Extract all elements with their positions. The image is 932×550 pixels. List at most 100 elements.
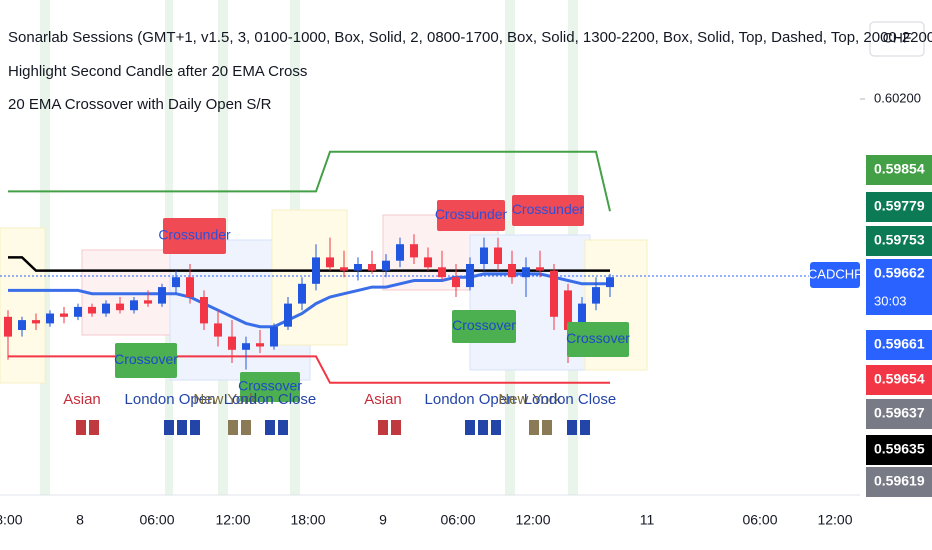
x-tick-label: 18:00 bbox=[290, 512, 325, 528]
signal-label-box bbox=[163, 218, 226, 254]
candle-body bbox=[606, 277, 614, 288]
session-label: London Open bbox=[425, 391, 516, 408]
signal-label: Crossunder bbox=[435, 206, 508, 222]
session-marker bbox=[241, 420, 251, 435]
price-badge-label: 0.59654 bbox=[874, 371, 925, 387]
candle-body bbox=[256, 343, 264, 347]
candle-body bbox=[466, 264, 474, 288]
price-badge bbox=[866, 330, 932, 360]
signal-label: Crossunder bbox=[158, 227, 231, 243]
indicator-legend: Sonarlab Sessions (GMT+1, v1.5, 3, 0100-… bbox=[8, 29, 932, 46]
session-marker bbox=[529, 420, 539, 435]
session-marker bbox=[465, 420, 475, 435]
candle-body bbox=[396, 244, 404, 261]
candle-body bbox=[368, 264, 376, 271]
session-marker bbox=[567, 420, 577, 435]
price-badge-label: 0.59662 bbox=[874, 265, 925, 281]
candle-body bbox=[144, 300, 152, 304]
candle-body bbox=[522, 267, 530, 278]
indicator-legend: 20 EMA Crossover with Daily Open S/R bbox=[8, 96, 272, 113]
candle-body bbox=[200, 297, 208, 324]
candle-body bbox=[452, 277, 460, 288]
x-tick-label: 8 bbox=[76, 512, 84, 528]
session-label: London Open bbox=[125, 391, 216, 408]
price-badge-label: 0.59619 bbox=[874, 473, 925, 489]
session-marker bbox=[278, 420, 288, 435]
candle-body bbox=[592, 287, 600, 304]
candle-body bbox=[60, 313, 68, 317]
session-marker bbox=[164, 420, 174, 435]
signal-label: Crossover bbox=[238, 378, 302, 394]
candle-body bbox=[4, 316, 12, 337]
candle-body bbox=[88, 306, 96, 314]
session-marker bbox=[177, 420, 187, 435]
session-marker bbox=[542, 420, 552, 435]
x-tick-label: 06:00 bbox=[742, 512, 777, 528]
session-marker bbox=[228, 420, 238, 435]
price-badge-label: 0.59635 bbox=[874, 441, 925, 457]
session-marker bbox=[391, 420, 401, 435]
session-label: London Close bbox=[224, 391, 317, 408]
session-label: New York bbox=[193, 391, 257, 408]
price-badge-label: 0.59753 bbox=[874, 232, 925, 248]
x-tick-label: 06:00 bbox=[139, 512, 174, 528]
candle-body bbox=[102, 303, 110, 314]
candle-body bbox=[284, 303, 292, 327]
signal-label: Crossunder bbox=[512, 201, 585, 217]
session-marker bbox=[265, 420, 275, 435]
signal-label-box bbox=[452, 310, 516, 343]
candle-body bbox=[116, 303, 124, 311]
price-badge bbox=[866, 365, 932, 395]
signal-label-box bbox=[115, 343, 177, 378]
session-label: New York bbox=[498, 391, 562, 408]
candle-body bbox=[32, 320, 40, 324]
candle-body bbox=[550, 270, 558, 317]
currency-button[interactable] bbox=[869, 21, 925, 57]
candle-body bbox=[382, 260, 390, 271]
currency[interactable]: CHF bbox=[883, 30, 912, 46]
session-marker bbox=[190, 420, 200, 435]
candle-body bbox=[536, 267, 544, 271]
session-marker bbox=[76, 420, 86, 435]
signal-label-box bbox=[512, 195, 584, 226]
candle-body bbox=[172, 277, 180, 288]
candle-body bbox=[186, 277, 194, 297]
signal-label-box bbox=[437, 200, 505, 231]
price-badge-label: 0.59779 bbox=[874, 198, 925, 214]
y-tick-label: 0.60200 bbox=[874, 90, 921, 105]
signal-label-box bbox=[567, 322, 629, 357]
signal-label: Crossover bbox=[114, 351, 178, 367]
session-box bbox=[0, 227, 46, 384]
symbol-badge bbox=[810, 262, 860, 288]
price-badge bbox=[866, 467, 932, 497]
candle-body bbox=[326, 257, 334, 268]
candle-body bbox=[312, 257, 320, 284]
signal-label: Crossover bbox=[452, 317, 516, 333]
signal-label: Crossover bbox=[566, 330, 630, 346]
price-badge bbox=[866, 399, 932, 429]
price-badge bbox=[866, 226, 932, 256]
candle-body bbox=[214, 323, 222, 337]
candle-body bbox=[480, 247, 488, 264]
price-badge bbox=[866, 435, 932, 465]
session-marker bbox=[89, 420, 99, 435]
indicator-line bbox=[8, 355, 610, 384]
candle-body bbox=[438, 267, 446, 278]
price-badge-label: 0.59637 bbox=[874, 405, 925, 421]
candle-body bbox=[508, 264, 516, 278]
candle-body bbox=[354, 264, 362, 271]
session-label: London Close bbox=[524, 391, 617, 408]
price-badge-label: 0.59661 bbox=[874, 336, 925, 352]
candle-body bbox=[18, 320, 26, 330]
x-tick-label: 18:00 bbox=[0, 512, 23, 528]
candle-body bbox=[242, 343, 250, 350]
candle-body bbox=[298, 283, 306, 304]
candle-body bbox=[74, 306, 82, 317]
x-tick-label: 12:00 bbox=[817, 512, 852, 528]
x-tick-label: 06:00 bbox=[440, 512, 475, 528]
candle-body bbox=[494, 247, 502, 264]
session-label: Asian bbox=[63, 391, 101, 408]
